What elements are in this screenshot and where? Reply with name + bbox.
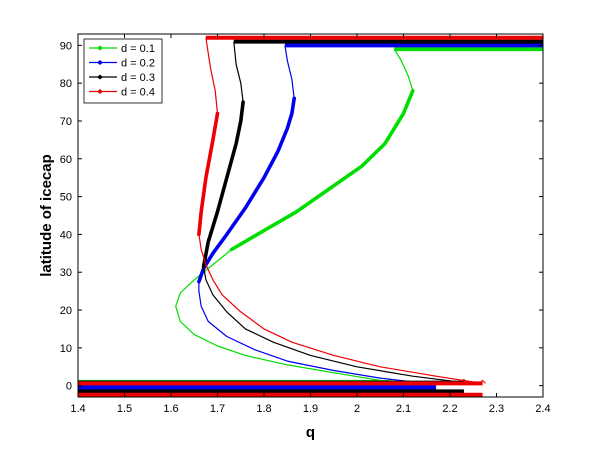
x-tick-label: 2 (354, 403, 360, 415)
y-tick-label: 80 (60, 78, 72, 90)
series-d-0-2-thin-curve (198, 281, 437, 386)
y-tick-label: 30 (60, 267, 72, 279)
series-d-0-4-thin-curve (198, 234, 483, 384)
legend-label-d-0-3: d = 0.3 (121, 72, 155, 84)
x-tick-label: 1.8 (256, 403, 271, 415)
series-d-0-4-thick-curve (197, 111, 220, 237)
legend-marker-d-0-3 (97, 74, 103, 80)
series-d-0-4-end-marker (479, 379, 486, 384)
legend-label-d-0-4: d = 0.4 (121, 87, 155, 99)
series-d-0-2-thick-curve (197, 96, 297, 284)
legend-marker-d-0-2 (97, 60, 103, 65)
series-d-0-2-upper-curve (284, 45, 295, 99)
y-tick-label: 40 (60, 229, 72, 241)
y-axis-label: latitude of icecap (38, 154, 55, 277)
x-tick-label: 2.3 (489, 403, 504, 415)
series-d-0-1-upper-curve (393, 48, 414, 91)
y-tick-label: 90 (60, 40, 72, 52)
legend-label-d-0-2: d = 0.2 (121, 58, 155, 70)
x-tick-label: 2.2 (442, 403, 457, 415)
x-tick-label: 1.7 (210, 403, 225, 415)
y-tick-label: 70 (60, 116, 72, 128)
legend-label-d-0-1: d = 0.1 (121, 43, 155, 55)
y-tick-label: 50 (60, 192, 72, 204)
series-d-0-3-thick-curve (201, 100, 245, 269)
x-tick-label: 1.6 (163, 403, 178, 415)
y-tick-label: 10 (60, 343, 72, 355)
x-axis-label: q (306, 424, 315, 441)
series-d-0-3-upper-curve (233, 41, 244, 103)
legend: d = 0.1 d = 0.2 d = 0.3 d = 0.4 (83, 38, 163, 104)
legend-marker-d-0-1 (97, 45, 103, 51)
x-tick-label: 1.5 (117, 403, 132, 415)
x-tick-label: 1.4 (70, 403, 85, 415)
y-tick-label: 20 (60, 305, 72, 317)
series-d-0-1-thick-curve (229, 88, 415, 252)
tick-layer: 1.4 1.5 1.6 1.7 1.8 1.9 2 2.1 2.2 2.3 2.4 0 10 20 30 40… (60, 34, 551, 415)
series-d-0-4-upper-curve (205, 37, 219, 114)
y-tick-label: 60 (60, 154, 72, 166)
legend-box (83, 38, 163, 104)
legend-marker-d-0-4 (97, 89, 103, 94)
series-d-0-4 (78, 35, 543, 397)
x-tick-label: 1.9 (303, 403, 318, 415)
x-tick-label: 2.4 (535, 403, 550, 415)
y-tick-label: 0 (66, 381, 72, 393)
series-layer (78, 35, 543, 397)
series-d-0-3-thin-curve (203, 266, 465, 384)
x-tick-label: 2.1 (396, 403, 411, 415)
